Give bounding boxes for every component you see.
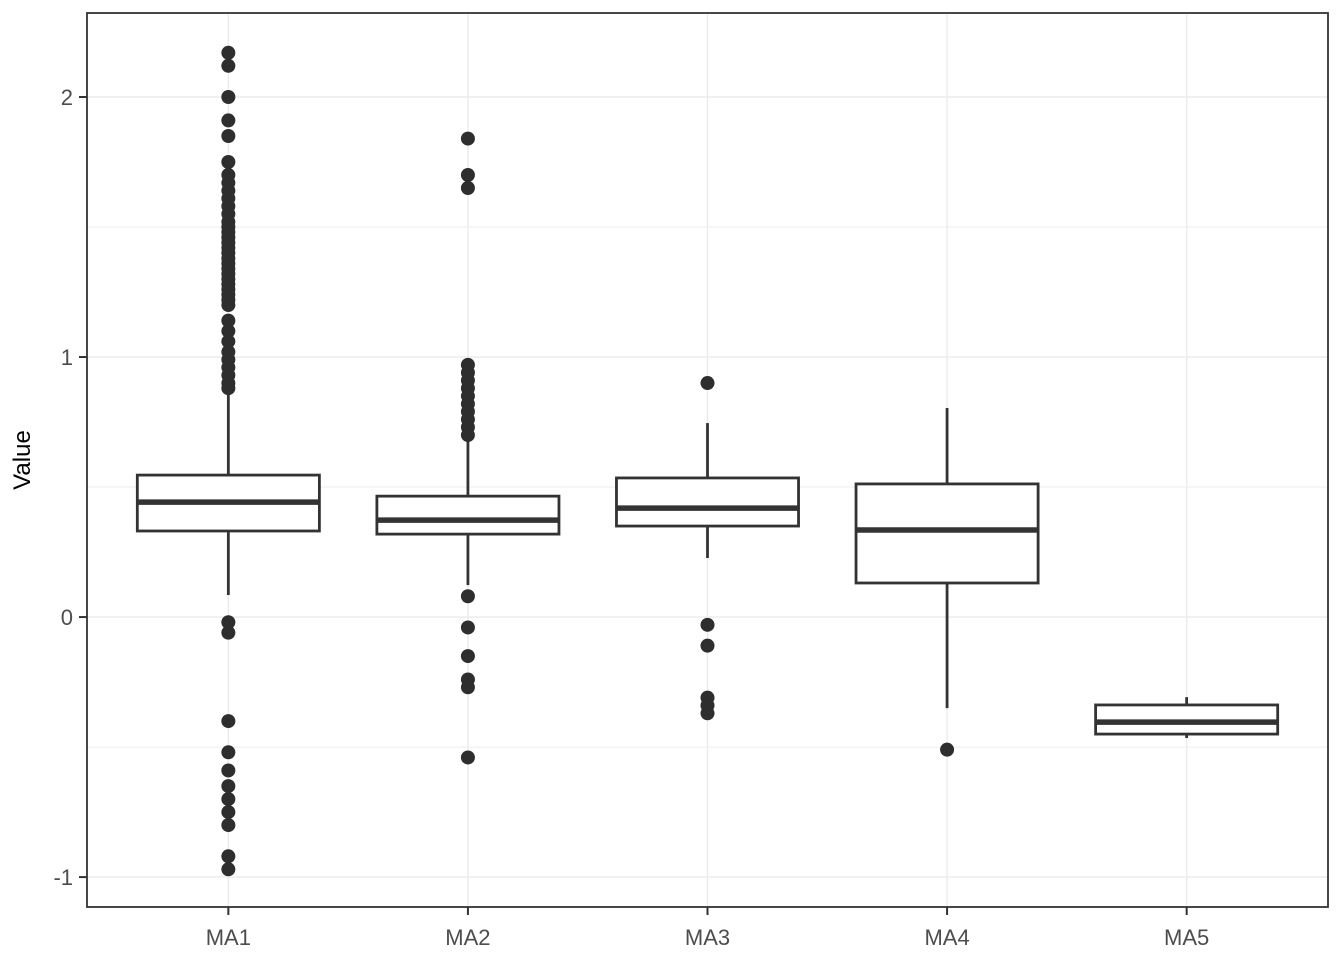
outlier-point-MA1 (221, 615, 236, 630)
outlier-point-MA1 (221, 763, 236, 778)
outlier-point-MA2 (460, 181, 475, 196)
outlier-point-MA1 (221, 792, 236, 807)
outlier-point-MA2 (460, 428, 475, 443)
outlier-point-MA1 (221, 381, 236, 396)
outlier-point-MA1 (221, 155, 236, 169)
outlier-point-MA1 (221, 779, 236, 794)
outlier-point-MA2 (460, 649, 475, 664)
outlier-point-MA1 (221, 805, 236, 820)
outlier-point-MA2 (460, 589, 475, 604)
outlier-point-MA1 (221, 849, 236, 864)
y-tick-label-2: 2 (61, 85, 73, 110)
outlier-point-MA1 (221, 334, 236, 349)
box-MA2 (375, 494, 561, 536)
outlier-point-MA1 (221, 45, 236, 60)
outlier-point-MA1 (221, 625, 236, 640)
outlier-point-MA4 (940, 742, 955, 757)
x-tick-label-MA3: MA3 (685, 925, 730, 950)
outlier-point-MA1 (221, 818, 236, 833)
outlier-point-MA2 (460, 168, 475, 183)
outlier-point-MA1 (221, 862, 236, 877)
x-tick-label-MA1: MA1 (206, 925, 251, 950)
outlier-point-MA2 (460, 680, 475, 695)
box-MA3 (615, 476, 800, 528)
y-tick-label-0: 0 (61, 605, 73, 630)
y-tick-label--1: -1 (53, 865, 73, 890)
y-axis-title: Value (9, 430, 36, 490)
outlier-point-MA1 (221, 113, 236, 128)
outlier-point-MA1 (221, 324, 236, 339)
outlier-point-MA1 (221, 89, 236, 104)
outlier-point-MA1 (221, 745, 236, 760)
outlier-point-MA3 (700, 638, 715, 653)
outlier-point-MA1 (221, 58, 236, 73)
outlier-point-MA2 (460, 620, 475, 635)
outlier-point-MA1 (221, 714, 236, 729)
outlier-point-MA3 (700, 376, 715, 391)
box-MA4 (854, 482, 1040, 585)
outlier-point-MA3 (700, 617, 715, 632)
x-tick-label-MA4: MA4 (924, 925, 969, 950)
outlier-point-MA1 (221, 128, 236, 143)
outlier-point-MA1 (221, 313, 236, 328)
outlier-point-MA3 (700, 706, 715, 721)
y-tick-label-1: 1 (61, 345, 73, 370)
x-tick-label-MA2: MA2 (445, 925, 490, 950)
outlier-point-MA2 (460, 750, 475, 765)
x-tick-label-MA5: MA5 (1164, 925, 1209, 950)
outlier-point-MA2 (460, 131, 475, 146)
outlier-point-MA1 (221, 298, 236, 313)
